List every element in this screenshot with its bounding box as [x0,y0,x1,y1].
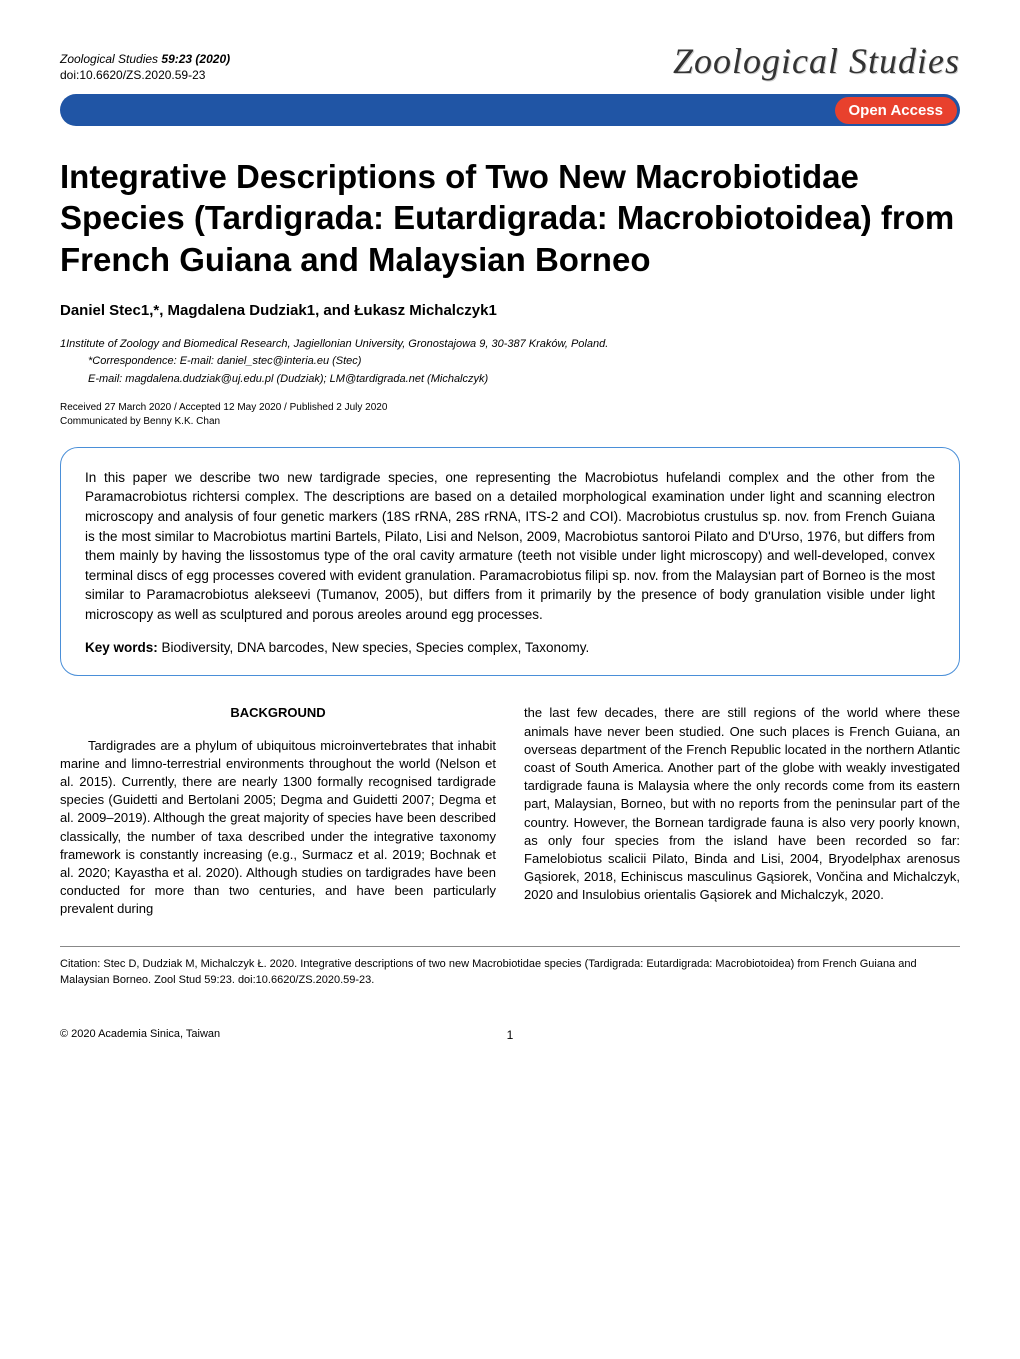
journal-logo: Zoological Studies [673,40,960,82]
page-number: 1 [507,1028,514,1042]
citation: Citation: Stec D, Dudziak M, Michalczyk … [60,957,960,988]
volume-ref-text: 59:23 (2020) [161,52,230,66]
footer-spacer [810,1028,960,1040]
header-row: Zoological Studies 59:23 (2020) doi:10.6… [60,40,960,82]
keywords-label: Key words: [85,640,158,655]
received-date: Received 27 March 2020 / Accepted 12 May… [60,401,960,415]
affiliation-line3: E-mail: magdalena.dudziak@uj.edu.pl (Dud… [60,372,960,387]
keywords-text: Biodiversity, DNA barcodes, New species,… [158,640,589,655]
open-access-badge: Open Access [835,97,958,124]
column-left-text: Tardigrades are a phylum of ubiquitous m… [60,737,496,919]
journal-ref-name: Zoological Studies [60,52,158,66]
column-right-text: the last few decades, there are still re… [524,704,960,904]
journal-ref: Zoological Studies 59:23 (2020) [60,52,230,68]
abstract-text: In this paper we describe two new tardig… [85,468,935,625]
communicated-by: Communicated by Benny K.K. Chan [60,415,960,429]
dates-block: Received 27 March 2020 / Accepted 12 May… [60,401,960,429]
doi: doi:10.6620/ZS.2020.59-23 [60,68,230,82]
affiliation-line1: 1Institute of Zoology and Biomedical Res… [60,337,960,352]
journal-ref-volume: 59:23 (2020) [161,52,230,66]
column-right: the last few decades, there are still re… [524,704,960,918]
page-footer: © 2020 Academia Sinica, Taiwan 1 [60,1028,960,1040]
column-left: BACKGROUND Tardigrades are a phylum of u… [60,704,496,918]
body-columns: BACKGROUND Tardigrades are a phylum of u… [60,704,960,918]
authors: Daniel Stec1,*, Magdalena Dudziak1, and … [60,302,960,319]
citation-divider: Citation: Stec D, Dudziak M, Michalczyk … [60,946,960,988]
journal-reference-block: Zoological Studies 59:23 (2020) doi:10.6… [60,52,230,82]
copyright: © 2020 Academia Sinica, Taiwan [60,1028,220,1040]
keywords: Key words: Biodiversity, DNA barcodes, N… [85,640,935,655]
article-title: Integrative Descriptions of Two New Macr… [60,156,960,280]
banner: Open Access [60,94,960,126]
background-heading: BACKGROUND [60,704,496,722]
affiliation-line2: *Correspondence: E-mail: daniel_stec@int… [60,354,960,369]
abstract-box: In this paper we describe two new tardig… [60,447,960,677]
